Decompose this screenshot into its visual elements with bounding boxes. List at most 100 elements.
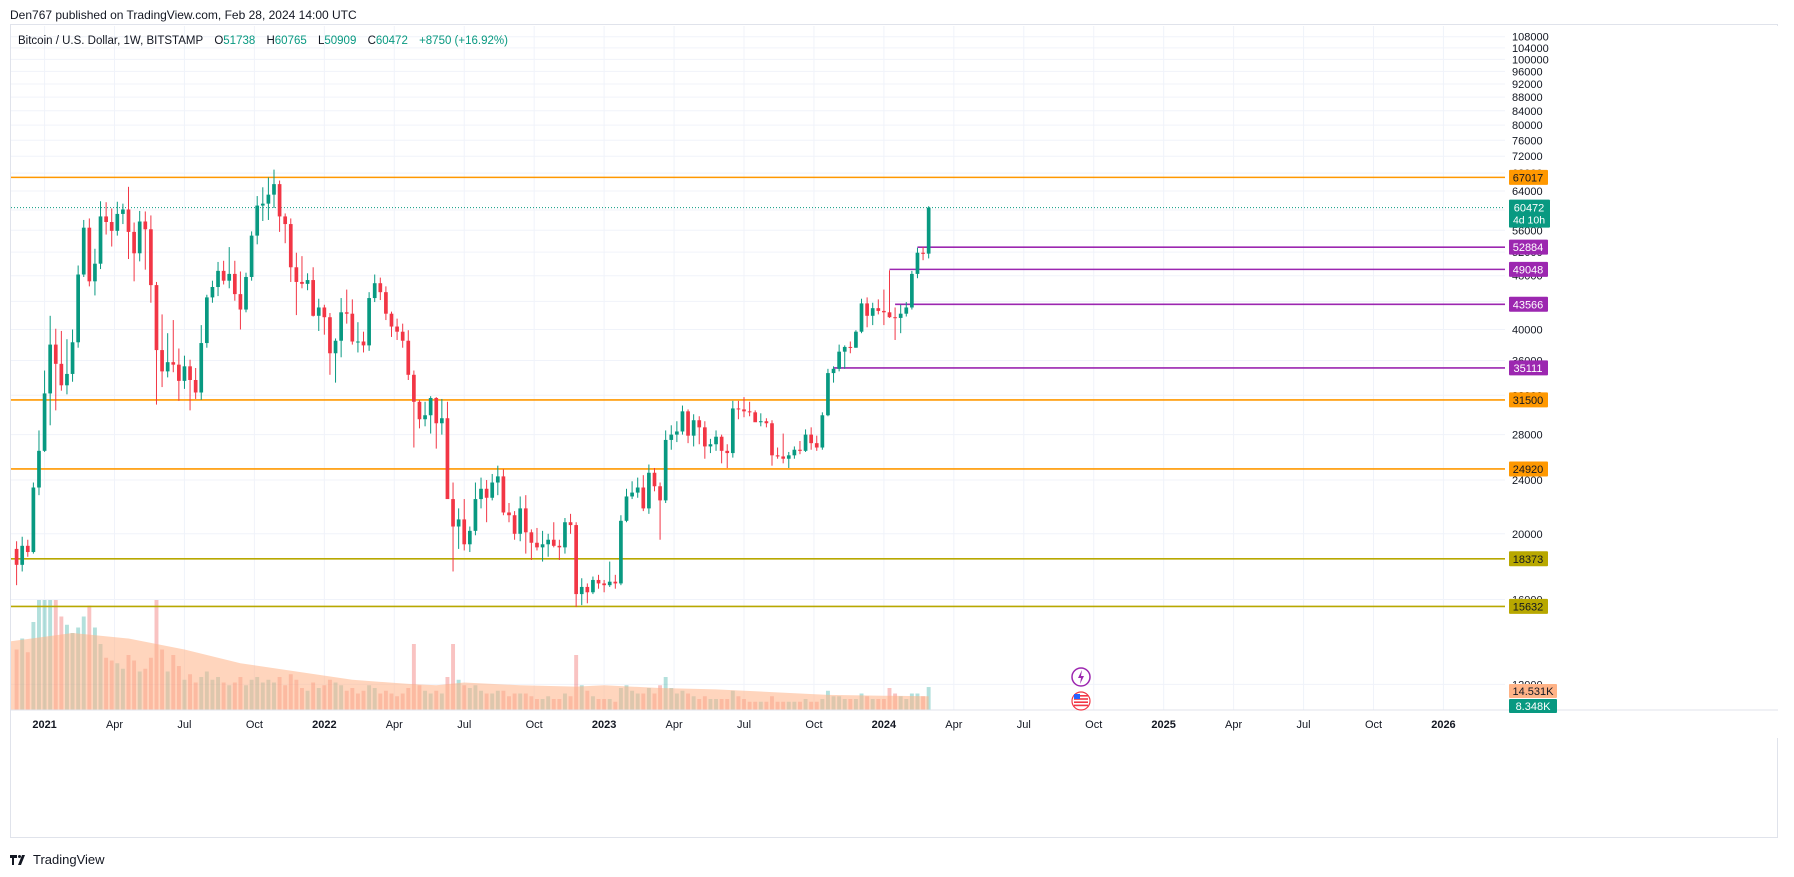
- candle-body: [93, 263, 97, 282]
- candle-body: [764, 421, 769, 424]
- candle-body: [876, 308, 881, 311]
- level-tag-43566-bg: [1509, 296, 1548, 312]
- us-flag-canton: [1074, 694, 1080, 699]
- candle-body: [255, 205, 260, 236]
- y-tick-label: 72000: [1512, 151, 1543, 163]
- y-tick-label: 20000: [1512, 529, 1543, 541]
- candle-body: [675, 431, 679, 435]
- x-tick-label: Apr: [1225, 719, 1242, 731]
- candle-body: [137, 221, 142, 254]
- candle-body: [596, 579, 601, 584]
- candle-body: [165, 362, 170, 372]
- lightning-icon[interactable]: [1071, 667, 1091, 687]
- candle-body: [20, 545, 25, 565]
- candle-body: [328, 317, 332, 354]
- candle-body: [490, 482, 495, 498]
- legend-close-value: 60472: [375, 35, 408, 47]
- x-tick-label: 2025: [1151, 719, 1175, 731]
- candle-body: [227, 273, 232, 281]
- footer[interactable]: TradingView: [10, 852, 105, 867]
- candle-body: [904, 307, 909, 314]
- level-tag-43566-text: 43566: [1513, 299, 1544, 311]
- level-tag-15632-text: 15632: [1513, 601, 1544, 613]
- volume-ma-area: [11, 633, 929, 710]
- candle-body: [635, 487, 640, 493]
- legend-open-label: O: [214, 35, 224, 47]
- candle-body: [260, 203, 265, 206]
- candle-body: [31, 487, 36, 553]
- candle-body: [702, 427, 707, 447]
- candle-body: [809, 434, 814, 444]
- candle-body: [193, 379, 198, 393]
- candle-body: [786, 455, 791, 459]
- candle-body: [898, 313, 903, 318]
- candle-body: [848, 346, 853, 348]
- level-tag-24920-bg: [1509, 461, 1548, 477]
- last-price-tag-value: 60472: [1514, 203, 1545, 215]
- x-tick-label: Oct: [246, 719, 263, 731]
- candle-body: [333, 340, 338, 354]
- level-tag-15632-bg: [1509, 598, 1548, 614]
- candle-body: [602, 583, 606, 586]
- candle-body: [753, 412, 758, 423]
- candle-body: [300, 281, 304, 284]
- candle-body: [870, 308, 875, 316]
- candle-body: [647, 472, 651, 509]
- candle-body: [831, 368, 836, 374]
- candle-body: [104, 216, 108, 223]
- candle-body: [244, 276, 248, 310]
- candle-body: [350, 313, 355, 342]
- x-tick-label: 2021: [32, 719, 56, 731]
- candle-body: [238, 294, 243, 310]
- candle-body: [484, 488, 489, 498]
- level-tag-24920-text: 24920: [1513, 464, 1544, 476]
- candle-body: [585, 586, 590, 593]
- candle-body: [742, 409, 746, 412]
- volume-tag-bg: [1509, 684, 1557, 698]
- candle-body: [48, 344, 53, 394]
- x-tick-label: 2023: [592, 719, 616, 731]
- candle-body: [81, 227, 86, 275]
- candle-body: [288, 224, 293, 268]
- candle-body: [540, 544, 545, 548]
- x-tick-label: Jul: [1297, 719, 1311, 731]
- candle-body: [882, 310, 886, 313]
- us-flag-stripe: [1074, 698, 1088, 700]
- level-tag-49048-text: 49048: [1513, 264, 1544, 276]
- candle-body: [803, 434, 808, 451]
- volume-bar: [574, 655, 579, 710]
- price-axis: [1505, 26, 1778, 738]
- y-tick-label: 56000: [1512, 225, 1543, 237]
- candle-body: [467, 530, 472, 545]
- x-tick-label: Apr: [945, 719, 962, 731]
- candle-body: [613, 581, 618, 584]
- x-tick-label: Jul: [177, 719, 191, 731]
- candle-body: [445, 418, 450, 500]
- legend-change: +8750 (+16.92%): [419, 35, 508, 47]
- last-price-tag-bg: [1509, 199, 1550, 228]
- candle-body: [770, 423, 774, 456]
- candle-body: [619, 520, 623, 584]
- candle-body: [395, 326, 399, 332]
- candle-body: [59, 363, 64, 386]
- candle-body: [305, 280, 310, 284]
- y-tick-label: 80000: [1512, 120, 1543, 132]
- candle-body: [518, 508, 523, 534]
- x-tick-label: Apr: [106, 719, 123, 731]
- legend-low-value: 50909: [324, 35, 357, 47]
- candle-body: [115, 213, 120, 231]
- x-tick-label: Oct: [1365, 719, 1382, 731]
- candle-body: [121, 209, 125, 214]
- candle-body: [624, 496, 629, 521]
- candle-body: [149, 229, 153, 286]
- candle-body: [792, 449, 797, 456]
- y-tick-label: 40000: [1512, 324, 1543, 336]
- volume-tag-text: 8.348K: [1516, 701, 1552, 713]
- candle-body: [523, 508, 528, 533]
- candle-body: [339, 312, 343, 341]
- candle-body: [775, 455, 780, 457]
- candle-body: [221, 270, 226, 281]
- y-tick-label: 104000: [1512, 43, 1549, 55]
- us-flag-icon[interactable]: [1071, 691, 1091, 711]
